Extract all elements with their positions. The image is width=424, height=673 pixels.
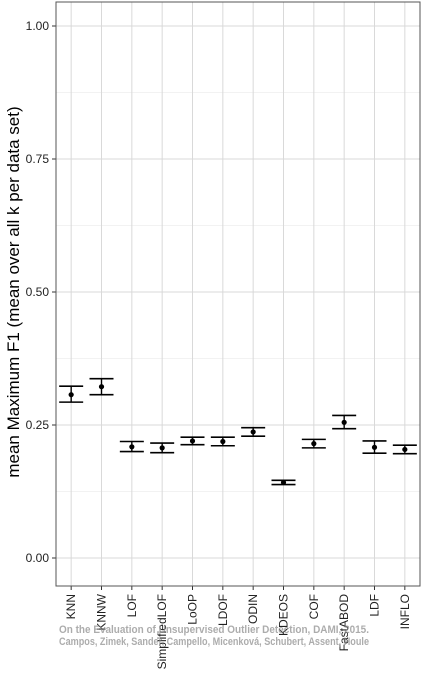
x-tick-label: LOF [125,594,139,617]
watermark: On the Evaluation of Unsupervised Outlie… [59,624,369,648]
panel-border [55,1,421,587]
y-tick-label: 0.75 [26,152,50,166]
data-point [250,429,256,435]
plot-panel [56,2,420,586]
x-tick-label: SimplifiedLOF [155,594,169,669]
data-point [189,438,196,444]
data-point [280,479,287,486]
data-point [68,392,74,398]
y-tick-label: 0.25 [26,418,50,432]
data-point [341,419,347,425]
data-point [98,384,105,390]
data-point [371,444,378,450]
y-tick-label: 1.00 [26,19,50,33]
y-tick-label: 0.50 [26,285,50,299]
x-tick-label: LoOP [186,594,200,625]
x-tick-label: FastABOD [337,594,351,652]
data-point [129,444,135,450]
axes: 0.00 0.25 0.50 0.75 1.00 KNN KNNW LOF Simplified… [26,1,421,669]
x-tick-label: LDOF [216,594,230,626]
x-tick-label: KDEOS [277,594,291,636]
data-point [159,445,165,451]
x-tick-label: KNNW [95,593,109,630]
data-point [402,446,408,453]
data-marks [59,377,417,486]
data-point [311,441,317,447]
x-tick-label: ODIN [246,594,260,624]
plot-background [56,2,420,586]
x-tick-label: INFLO [398,594,412,629]
x-tick-label: KNN [64,594,78,619]
watermark-line-1: On the Evaluation of Unsupervised Outlie… [59,624,369,636]
watermark-line-2: Campos, Zimek, Sander, Campello, Micenko… [59,636,369,648]
data-point [220,438,226,445]
y-tick-label: 0.00 [26,551,50,565]
x-tick-label: LDF [368,594,382,617]
grid [56,2,420,586]
y-axis-label: mean Maximum F1 (mean over all k per dat… [4,106,23,477]
x-tick-label: COF [307,594,321,619]
